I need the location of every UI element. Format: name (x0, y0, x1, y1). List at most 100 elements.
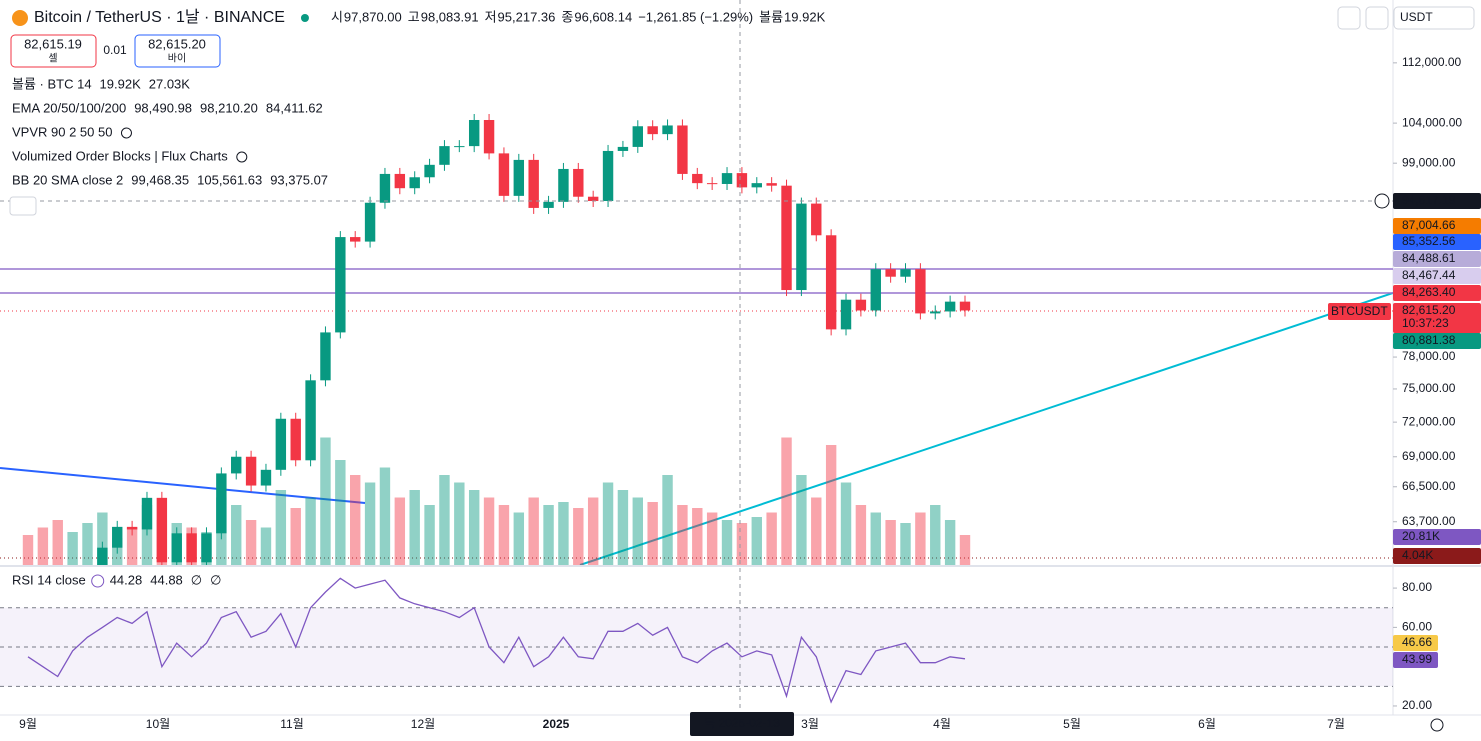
candle (364, 202, 376, 242)
toolbar-button[interactable] (1337, 6, 1361, 30)
volume-bar (632, 497, 643, 565)
ohlc-value: 97,870.00 (344, 9, 402, 24)
price-badge (1393, 251, 1481, 267)
candle (379, 173, 391, 203)
volume-bar (825, 445, 837, 565)
volume-bar (930, 505, 941, 565)
sell-label: 셀 (48, 53, 57, 65)
price-badge-label: 4.04K (1402, 548, 1433, 562)
volume-bar (513, 512, 525, 565)
symbol-title: Bitcoin / TetherUS · 1날 · BINANCE (34, 8, 285, 26)
crosshair-date-badge (690, 712, 794, 736)
rsi-line (27, 577, 966, 704)
y-tick-label: 63,700.00 (1402, 514, 1456, 528)
rsi-tick-label: 80.00 (1402, 580, 1432, 594)
volume-bar (766, 512, 777, 565)
ohlc-value: 96,608.14 (574, 9, 632, 24)
candle (632, 126, 643, 147)
buy-label: 바이 (168, 53, 186, 65)
currency: USDT (1400, 10, 1433, 24)
volume-bar (22, 535, 34, 565)
rsi-flag: ∅ (191, 572, 202, 587)
rsi-flag: ∅ (210, 572, 221, 587)
volume-bar (320, 437, 331, 565)
volume-bar (290, 508, 301, 565)
candle (944, 301, 956, 312)
candle (885, 269, 896, 277)
candle (915, 269, 926, 314)
candle (245, 456, 257, 486)
visibility-icon[interactable] (120, 127, 132, 139)
volume-bar (736, 523, 748, 565)
volume-bar (528, 497, 539, 565)
price-badge-label: 80,881.38 (1402, 333, 1456, 347)
time-label: 10월 (146, 717, 170, 731)
price-badge-label: 85,352.56 (1402, 234, 1456, 248)
rsi-value: 44.88 (150, 572, 183, 587)
volume-bar (37, 527, 49, 565)
candle (721, 173, 733, 184)
volume-bar (796, 475, 807, 565)
candle (156, 497, 168, 563)
volume-bar (617, 490, 629, 565)
volume-bar (483, 497, 495, 565)
price-badge (1393, 333, 1481, 349)
legend-name: 볼륨 · BTC 14 (12, 76, 92, 91)
volume-bar (692, 508, 703, 565)
candle (662, 125, 673, 135)
toolbar-button[interactable] (1365, 6, 1389, 30)
volume-bar (379, 467, 391, 565)
volume-bar (260, 527, 272, 565)
legend-name: Volumized Order Blocks | Flux Charts (12, 148, 228, 163)
crosshair-add[interactable] (1374, 193, 1390, 209)
y-tick-label: 75,000.00 (1402, 381, 1456, 395)
volume-bar (573, 508, 584, 565)
volume-bar (454, 482, 465, 565)
symbol-icon (12, 10, 28, 26)
candle (930, 311, 941, 314)
candle (409, 177, 420, 189)
rsi-title: RSI 14 close (12, 572, 86, 587)
candle (216, 473, 227, 534)
volume-bar (305, 497, 316, 565)
volume-bar (350, 475, 361, 565)
price-badge (1393, 218, 1481, 234)
rsi-badge-label: 46.66 (1402, 635, 1432, 649)
candle (900, 269, 911, 277)
legend-value: 98,210.20 (200, 100, 258, 115)
candle (424, 164, 435, 178)
volume-bar (409, 490, 420, 565)
collapse-button[interactable] (9, 196, 37, 216)
legend-name: BB 20 SMA close 2 (12, 172, 123, 187)
legend-value: 98,490.98 (134, 100, 192, 115)
volume-bar (915, 512, 926, 565)
price-badge (1393, 268, 1481, 284)
rsi-settings[interactable] (91, 574, 105, 588)
ohlc-key: 고 (408, 9, 420, 24)
legend-name: EMA 20/50/100/200 (12, 100, 126, 115)
candle (825, 235, 837, 330)
visibility-icon[interactable] (236, 151, 248, 163)
volume-bar (855, 505, 867, 565)
candle (736, 173, 748, 188)
sell-button[interactable] (10, 34, 97, 68)
legend-value: 93,375.07 (270, 172, 328, 187)
candle (126, 526, 138, 530)
y-tick-label: 104,000.00 (1402, 115, 1462, 129)
currency-select[interactable] (1393, 6, 1475, 30)
price-badge-label: 20.81K (1402, 529, 1440, 543)
time-label: 12월 (411, 717, 435, 731)
legend-value: 27.03K (149, 76, 191, 91)
candle (468, 119, 480, 147)
volume-bar (82, 523, 93, 565)
volume-bar (126, 527, 138, 565)
settings-icon[interactable] (1430, 718, 1444, 732)
candle (573, 168, 584, 197)
volume-bar (811, 497, 822, 565)
candle (647, 126, 658, 135)
rsi-badge (1393, 652, 1438, 668)
candle (870, 269, 881, 311)
price-badge (1393, 548, 1481, 564)
price-pane (0, 113, 1393, 565)
buy-button[interactable] (134, 34, 221, 68)
